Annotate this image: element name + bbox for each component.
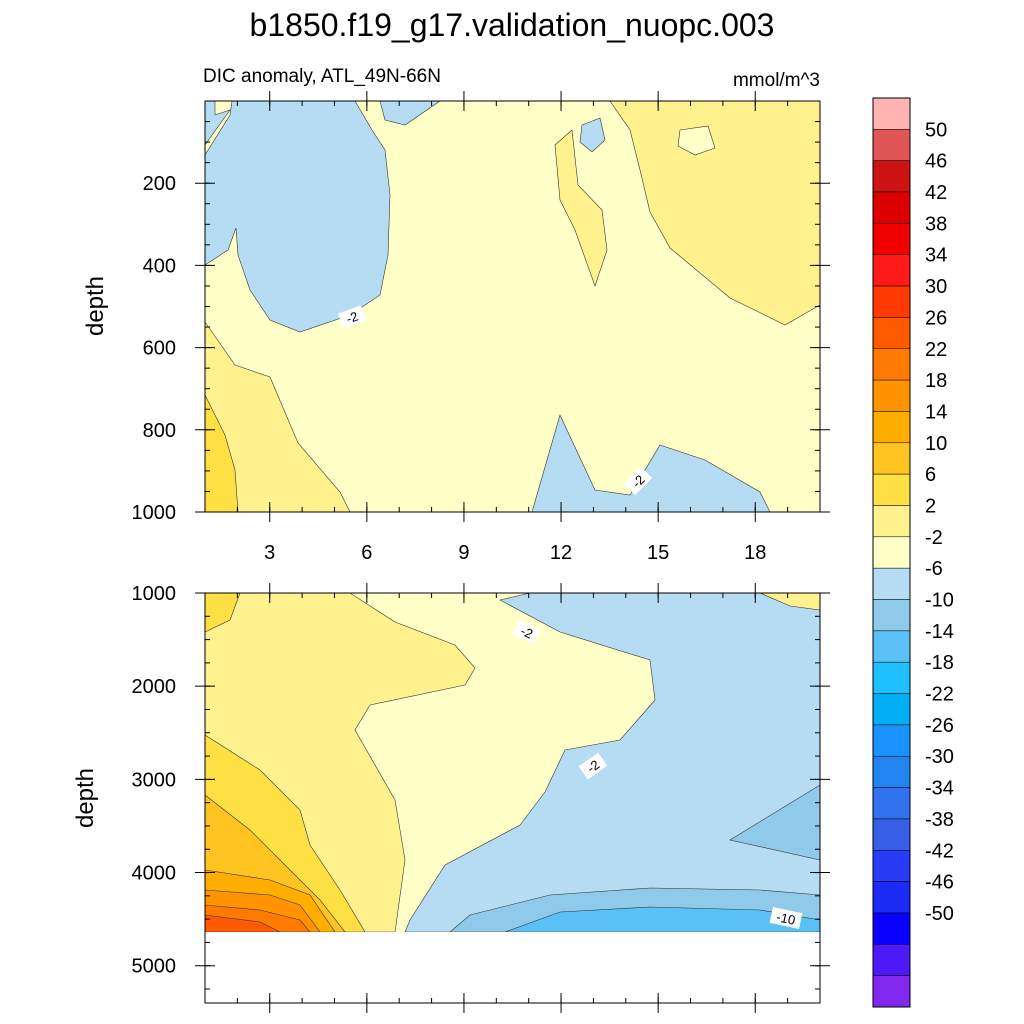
colorbar-label: 22 <box>925 339 947 361</box>
colorbar: 50 46 42 38 34 30 26 22 18 14 10 6 2 -2 -6 -10 -14 -18 -22… <box>872 97 954 1008</box>
y-tick-label: 1000 <box>132 583 177 605</box>
upper-x-axis: 3 6 9 12 15 18 <box>204 91 821 564</box>
upper-contour-panel: -2 -2 200 400 600 800 1000 3 6 9 12 15 18 depth <box>82 91 830 564</box>
colorbar-swatch <box>872 944 911 976</box>
lower-contour-label-2: -2 <box>578 752 608 780</box>
upper-region-pos-stripe <box>554 129 608 287</box>
lower-contour-panel: -2 -2 -10 1000 2000 3000 4000 5000 depth <box>72 583 830 1013</box>
colorbar-swatch <box>872 881 911 914</box>
x-tick-label: 12 <box>550 542 572 564</box>
x-tick-label: 3 <box>264 542 275 564</box>
colorbar-label: -10 <box>925 590 954 612</box>
colorbar-swatch <box>872 755 911 788</box>
colorbar-swatch <box>872 160 911 193</box>
lower-contour-label-1: -2 <box>512 619 542 645</box>
colorbar-label: 30 <box>925 276 947 298</box>
colorbar-swatch <box>872 567 911 600</box>
colorbar-label: 14 <box>925 401 947 423</box>
colorbar-swatch <box>872 191 911 224</box>
y-tick-label: 3000 <box>132 769 177 791</box>
colorbar-label: -50 <box>925 903 954 925</box>
svg-text:-10: -10 <box>775 909 797 928</box>
colorbar-label: -30 <box>925 746 954 768</box>
y-tick-label: 4000 <box>132 863 177 885</box>
colorbar-label: -2 <box>925 527 943 549</box>
colorbar-label: -42 <box>925 840 954 862</box>
upper-y-axis-title: depth <box>82 276 109 336</box>
colorbar-swatch <box>872 442 911 475</box>
y-tick-label: 200 <box>143 173 176 195</box>
colorbar-swatch <box>872 379 911 412</box>
svg-text:-2: -2 <box>344 308 360 326</box>
upper-region-island <box>677 125 716 156</box>
colorbar-label: -22 <box>925 684 954 706</box>
upper-contour-label-2: -2 <box>623 466 653 496</box>
colorbar-swatch <box>872 536 911 569</box>
y-tick-label: 5000 <box>132 956 177 978</box>
colorbar-label: 42 <box>925 182 947 204</box>
y-tick-label: 600 <box>143 338 176 360</box>
colorbar-label: 50 <box>925 119 947 141</box>
colorbar-label: 6 <box>925 464 936 486</box>
colorbar-frame <box>872 97 911 1008</box>
figure-title: b1850.f19_g17.validation_nuopc.003 <box>250 7 775 43</box>
colorbar-label: 26 <box>925 307 947 329</box>
svg-text:-2: -2 <box>518 623 535 641</box>
colorbar-swatch <box>872 912 911 945</box>
colorbar-label: -38 <box>925 809 954 831</box>
colorbar-label: 38 <box>925 213 947 235</box>
colorbar-label: -14 <box>925 621 954 643</box>
y-tick-label: 400 <box>143 255 176 277</box>
colorbar-swatch <box>872 630 911 663</box>
lower-contour-label-3: -10 <box>769 907 803 929</box>
colorbar-swatch <box>872 505 911 538</box>
upper-y-axis: 200 400 600 800 1000 <box>132 100 830 524</box>
colorbar-swatch <box>872 254 911 287</box>
lower-plot-frame <box>204 592 821 1004</box>
panel-subtitle: DIC anomaly, ATL_49N-66N <box>203 66 441 87</box>
colorbar-swatch <box>872 348 911 381</box>
colorbar-label: -26 <box>925 715 954 737</box>
colorbar-swatch <box>872 724 911 757</box>
colorbar-swatch <box>872 411 911 444</box>
x-tick-label: 15 <box>647 542 669 564</box>
upper-region-neg-deep <box>531 414 771 513</box>
colorbar-swatch <box>872 975 911 1008</box>
x-tick-label: 18 <box>744 542 766 564</box>
colorbar-swatch <box>872 787 911 820</box>
x-tick-label: 6 <box>361 542 372 564</box>
colorbar-label: -6 <box>925 558 943 580</box>
lower-y-axis-title: depth <box>72 768 99 828</box>
colorbar-swatch <box>872 661 911 694</box>
colorbar-swatch <box>872 129 911 161</box>
y-tick-label: 800 <box>143 420 176 442</box>
colorbar-swatch <box>872 693 911 726</box>
colorbar-swatch <box>872 818 911 851</box>
lower-region-no-data <box>205 932 820 1003</box>
colorbar-swatch <box>872 285 911 318</box>
colorbar-label: 10 <box>925 433 947 455</box>
lower-y-axis: 1000 2000 3000 4000 5000 <box>132 583 830 990</box>
colorbar-label: 2 <box>925 495 936 517</box>
colorbar-label: -18 <box>925 652 954 674</box>
colorbar-label: 34 <box>925 245 947 267</box>
x-tick-label: 9 <box>458 542 469 564</box>
upper-region-neg-patch <box>579 117 606 153</box>
colorbar-label: -46 <box>925 872 954 894</box>
lower-x-axis <box>204 583 821 1013</box>
colorbar-swatch <box>872 473 911 506</box>
colorbar-label: 18 <box>925 370 947 392</box>
colorbar-swatch <box>872 317 911 350</box>
colorbar-swatch <box>872 97 911 130</box>
y-tick-label: 1000 <box>132 502 177 524</box>
colorbar-swatch <box>872 223 911 255</box>
colorbar-swatch <box>872 599 911 632</box>
colorbar-label: -34 <box>925 778 954 800</box>
colorbar-label: 46 <box>925 151 947 173</box>
colorbar-swatch <box>872 850 911 882</box>
upper-contour-label-1: -2 <box>337 305 367 329</box>
y-tick-label: 2000 <box>132 676 177 698</box>
units-label: mmol/m^3 <box>733 70 820 91</box>
